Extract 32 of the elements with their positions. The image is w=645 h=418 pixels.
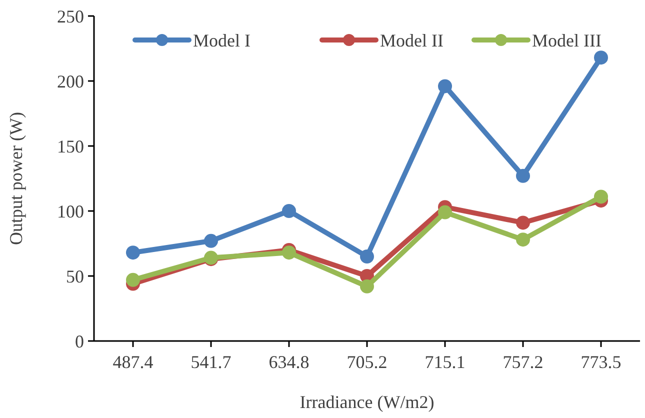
x-tick-label: 715.1 — [424, 352, 466, 372]
legend-label: Model II — [380, 30, 444, 50]
point — [438, 79, 452, 94]
point — [516, 216, 530, 230]
point — [594, 190, 608, 204]
point — [282, 204, 296, 218]
point — [282, 246, 296, 260]
point — [126, 272, 140, 287]
x-tick-label: 757.2 — [502, 352, 544, 372]
point — [516, 232, 530, 247]
legend-label: Model III — [532, 30, 602, 50]
y-tick-label: 250 — [57, 6, 84, 26]
legend-label: Model I — [193, 30, 250, 50]
y-tick-label: 0 — [75, 331, 84, 352]
y-tick-label: 200 — [57, 71, 84, 92]
x-tick-label: 705.2 — [346, 352, 388, 372]
point — [126, 246, 140, 260]
y-tick-label: 50 — [66, 266, 84, 286]
x-tick-label: 634.8 — [268, 352, 310, 372]
point — [438, 205, 452, 220]
y-tick-label: 100 — [57, 201, 84, 222]
x-axis-title: Irradiance (W/m2) — [300, 392, 434, 412]
x-tick-label: 487.4 — [112, 352, 154, 372]
point — [360, 250, 374, 264]
x-tick-label: 541.7 — [190, 352, 232, 372]
point — [594, 50, 608, 65]
point — [516, 168, 530, 183]
point — [360, 279, 374, 294]
y-tick-label: 150 — [57, 136, 84, 156]
x-tick-label: 773.5 — [580, 352, 622, 372]
y-axis-title: Output power (W) — [6, 112, 26, 245]
point — [204, 234, 218, 248]
